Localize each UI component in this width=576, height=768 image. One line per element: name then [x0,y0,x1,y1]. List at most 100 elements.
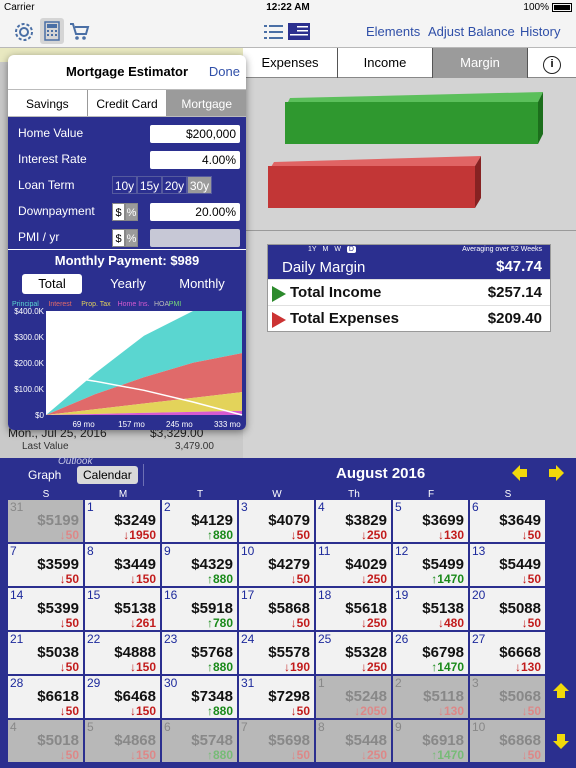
day-number: 30 [164,676,178,690]
day-balance: $5018 [37,732,79,749]
calculator-icon[interactable] [40,18,64,44]
calendar-day-cell[interactable]: 19 $5138 ↓480 [393,588,469,631]
prev-month-arrow-icon[interactable] [510,464,528,482]
gear-icon[interactable] [12,20,36,49]
calendar-day-cell[interactable]: 7 $5698 ↓50 [239,720,315,763]
calendar-day-cell[interactable]: 22 $4888 ↓150 [85,632,161,675]
carrier-label: Carrier [4,2,35,13]
elements-link[interactable]: Elements [366,24,421,39]
calendar-day-cell[interactable]: 2 $4129 ↑880 [162,500,238,543]
cart-icon[interactable] [68,20,90,47]
tab-monthly[interactable]: Monthly [179,276,225,291]
day-change: ↓50 [290,528,310,542]
downpayment-percent-button[interactable]: % [125,203,138,221]
calendar-day-cell[interactable]: 15 $5138 ↓261 [85,588,161,631]
legend-entry: HOA [154,301,170,308]
pmi-percent-button[interactable]: % [125,229,138,247]
calendar-day-cell[interactable]: 8 $3449 ↓150 [85,544,161,587]
calendar-day-cell[interactable]: 28 $6618 ↓50 [8,676,84,719]
calendar-day-cell[interactable]: 1 $5248 ↓2050 [316,676,392,719]
calendar-day-cell[interactable]: 3 $5068 ↓50 [470,676,546,719]
day-balance: $5578 [268,644,310,661]
downpayment-input[interactable]: 20.00% [150,203,240,221]
calendar-day-cell[interactable]: 12 $5499 ↑1470 [393,544,469,587]
calendar-day-cell[interactable]: 31 $7298 ↓50 [239,676,315,719]
calendar-day-cell[interactable]: 6 $3649 ↓50 [470,500,546,543]
calendar-day-cell[interactable]: 21 $5038 ↓50 [8,632,84,675]
loan-term-20y[interactable]: 20y [162,176,187,194]
tab-savings[interactable]: Savings [8,90,88,116]
calendar-day-cell[interactable]: 4 $3829 ↓250 [316,500,392,543]
loan-term-30y[interactable]: 30y [187,176,212,194]
calendar-day-cell[interactable]: 9 $6918 ↑1470 [393,720,469,763]
next-month-arrow-icon[interactable] [548,464,566,482]
adjust-balance-link[interactable]: Adjust Balance [428,24,515,39]
tab-income[interactable]: Income [338,48,433,78]
calendar-day-cell[interactable]: 2 $5118 ↓130 [393,676,469,719]
day-change: ↑780 [206,616,233,630]
calendar-day-cell[interactable]: 8 $5448 ↓250 [316,720,392,763]
calendar-day-cell[interactable]: 3 $4079 ↓50 [239,500,315,543]
calendar-day-cell[interactable]: 24 $5578 ↓190 [239,632,315,675]
calendar-day-cell[interactable]: 26 $6798 ↑1470 [393,632,469,675]
day-number: 3 [241,500,248,514]
calendar-day-cell[interactable]: 10 $4279 ↓50 [239,544,315,587]
day-number: 31 [241,676,255,690]
home-value-input[interactable]: $200,000 [150,125,240,143]
list-flag-icon[interactable] [264,22,312,47]
day-change: ↓190 [283,660,310,674]
calendar-day-cell[interactable]: 29 $6468 ↓150 [85,676,161,719]
calendar-day-cell[interactable]: 31 $5199 ↓50 [8,500,84,543]
calendar-day-cell[interactable]: 17 $5868 ↓50 [239,588,315,631]
calendar-day-cell[interactable]: 6 $5748 ↑880 [162,720,238,763]
calendar-day-cell[interactable]: 9 $4329 ↑880 [162,544,238,587]
calendar-button[interactable]: Calendar [77,466,138,484]
calendar-day-cell[interactable]: 7 $3599 ↓50 [8,544,84,587]
done-button[interactable]: Done [208,64,240,79]
period-d[interactable]: D [346,246,356,253]
pmi-mode: $ % [112,229,138,247]
day-change: ↓50 [59,572,79,586]
mortgage-estimator-popover: Mortgage Estimator Done Savings Credit C… [8,55,246,430]
calendar-day-cell[interactable]: 10 $6868 ↓50 [470,720,546,763]
calendar-day-cell[interactable]: 5 $3699 ↓130 [393,500,469,543]
period-m[interactable]: M [322,246,329,253]
day-change: ↓150 [129,704,156,718]
tab-credit-card[interactable]: Credit Card [88,90,168,116]
period-1y[interactable]: 1Y [308,246,317,253]
calendar-day-cell[interactable]: 5 $4868 ↓150 [85,720,161,763]
tab-expenses[interactable]: Expenses [243,48,338,78]
calendar-day-cell[interactable]: 13 $5449 ↓50 [470,544,546,587]
period-w[interactable]: W [334,246,341,253]
pmi-input[interactable] [150,229,240,247]
tab-mortgage[interactable]: Mortgage [167,90,246,116]
calendar-day-cell[interactable]: 16 $5918 ↑780 [162,588,238,631]
tab-total[interactable]: Total [22,274,82,294]
calendar-day-cell[interactable]: 23 $5768 ↑880 [162,632,238,675]
tab-margin[interactable]: Margin [433,48,528,78]
tab-info[interactable]: i [528,48,576,78]
graph-button[interactable]: Graph [28,468,62,482]
calendar-day-cell[interactable]: 4 $5018 ↓50 [8,720,84,763]
scroll-up-arrow-icon[interactable] [552,682,570,700]
loan-term-15y[interactable]: 15y [137,176,162,194]
calendar-day-cell[interactable]: 1 $3249 ↓1950 [85,500,161,543]
interest-rate-input[interactable]: 4.00% [150,151,240,169]
calendar-day-cell[interactable]: 20 $5088 ↓50 [470,588,546,631]
scroll-down-arrow-icon[interactable] [552,732,570,750]
calendar-day-cell[interactable]: 14 $5399 ↓50 [8,588,84,631]
calendar-day-cell[interactable]: 25 $5328 ↓250 [316,632,392,675]
tab-yearly[interactable]: Yearly [110,276,146,291]
battery-indicator: 100% [523,2,572,13]
calendar-day-cell[interactable]: 30 $7348 ↑880 [162,676,238,719]
calendar-day-cell[interactable]: 18 $5618 ↓250 [316,588,392,631]
calendar-day-cell[interactable]: 27 $6668 ↓130 [470,632,546,675]
pmi-dollar-button[interactable]: $ [112,229,125,247]
status-bar: Carrier 12:22 AM 100% [0,0,576,16]
calendar-day-cell[interactable]: 11 $4029 ↓250 [316,544,392,587]
downpayment-dollar-button[interactable]: $ [112,203,125,221]
day-number: 13 [472,544,486,558]
day-change: ↑880 [206,748,233,762]
loan-term-10y[interactable]: 10y [112,176,137,194]
history-link[interactable]: History [520,24,561,39]
